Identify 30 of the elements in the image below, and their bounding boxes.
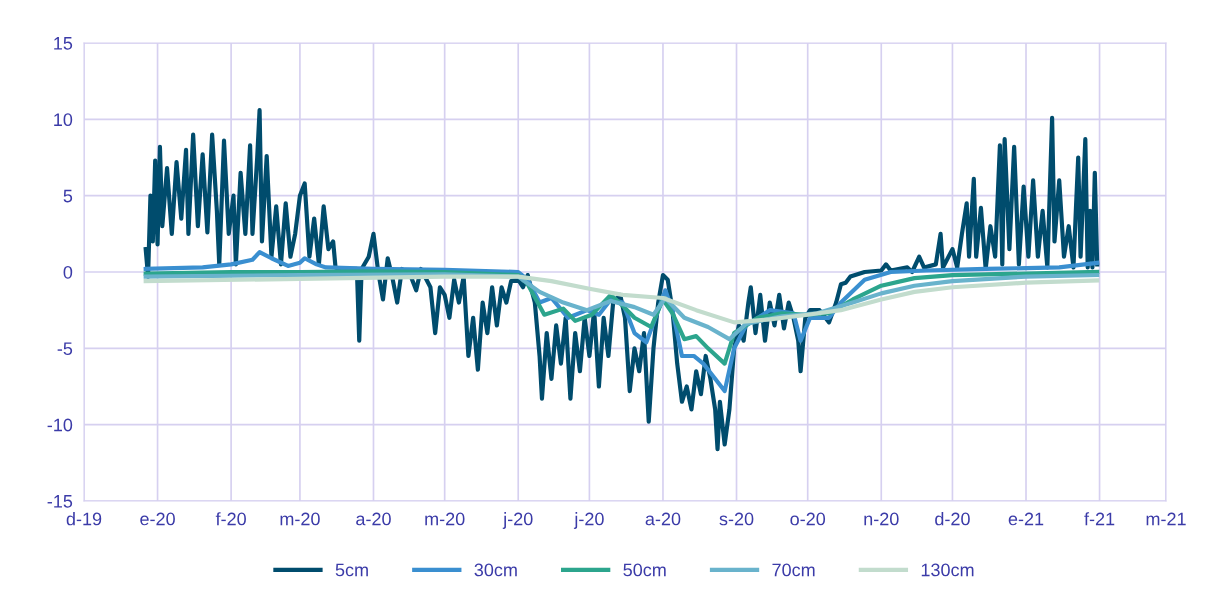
y-tick-label: 15: [54, 37, 73, 50]
x-tick-label: n-20: [864, 512, 899, 526]
x-tick-label: e-20: [140, 512, 175, 526]
line-series: [143, 108, 1100, 452]
y-tick-label: -15: [47, 495, 73, 508]
y-tick-label: -10: [47, 418, 73, 432]
x-tick-label: a-20: [356, 512, 391, 526]
x-tick-label: j-20: [573, 512, 604, 529]
legend-label: 70cm: [772, 563, 815, 577]
x-tick-label: e-21: [1008, 512, 1044, 526]
x-tick-label: m-21: [1146, 512, 1186, 526]
x-tick-label: j-20: [502, 512, 533, 529]
x-tick-label: f-20: [215, 512, 246, 526]
y-tick-label: 0: [63, 265, 73, 279]
y-tick-label: 5: [63, 189, 73, 203]
legend-label: 5cm: [335, 563, 368, 577]
x-tick-label: o-20: [790, 512, 826, 526]
x-tick-label: m-20: [425, 512, 465, 526]
x-tick-label: d-19: [66, 512, 102, 526]
x-tick-label: m-20: [280, 512, 320, 526]
y-tick-label: 10: [54, 113, 73, 127]
line-series: [143, 274, 1100, 325]
x-tick-label: s-20: [719, 512, 754, 526]
legend-label: 30cm: [474, 563, 517, 577]
x-tick-label: a-20: [645, 512, 681, 526]
y-tick-label: -5: [57, 342, 73, 356]
legend-label: 50cm: [623, 563, 666, 577]
legend-label: 130cm: [921, 563, 974, 577]
x-tick-label: d-20: [935, 512, 970, 526]
x-tick-label: f-21: [1084, 512, 1115, 526]
